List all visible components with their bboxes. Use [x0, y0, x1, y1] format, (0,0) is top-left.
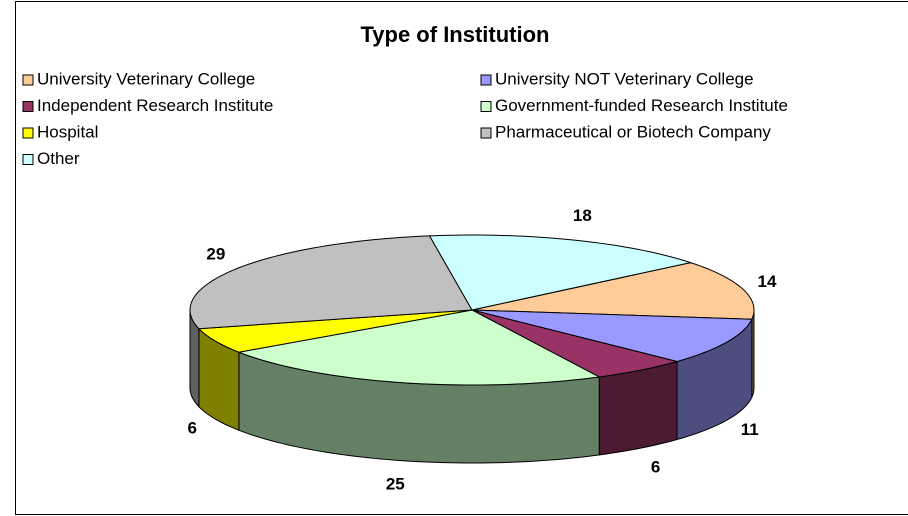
data-label: 25	[386, 474, 405, 493]
pie-slice	[237, 309, 601, 386]
data-label: 18	[573, 206, 592, 225]
legend-label: University Veterinary College	[37, 69, 255, 88]
legend-swatch	[480, 101, 492, 112]
legend-label: Government-funded Research Institute	[495, 96, 788, 115]
chart-title: Type of Institution	[360, 22, 549, 47]
pie-slice	[471, 262, 755, 320]
pie-slice	[428, 234, 693, 311]
legend-label: Other	[37, 149, 80, 168]
legend-label: Hospital	[37, 122, 98, 141]
data-label: 29	[206, 244, 225, 263]
data-label: 6	[651, 458, 660, 477]
pie-slice	[197, 309, 473, 353]
pie-slice	[189, 235, 473, 330]
data-label: 6	[188, 419, 197, 438]
legend-label: University NOT Veterinary College	[495, 69, 754, 88]
legend-label: Independent Research Institute	[37, 96, 273, 115]
legend-swatch	[22, 101, 34, 112]
pie-slice	[471, 309, 679, 378]
data-label: 14	[758, 272, 777, 291]
pie-slice	[471, 309, 753, 363]
legend-label: Pharmaceutical or Biotech Company	[495, 122, 771, 141]
data-label: 11	[741, 420, 759, 439]
legend-swatch	[480, 127, 492, 139]
legend-swatch	[22, 127, 34, 139]
legend-swatch	[22, 154, 34, 165]
legend-swatch	[480, 74, 492, 86]
legend-swatch	[22, 74, 34, 86]
